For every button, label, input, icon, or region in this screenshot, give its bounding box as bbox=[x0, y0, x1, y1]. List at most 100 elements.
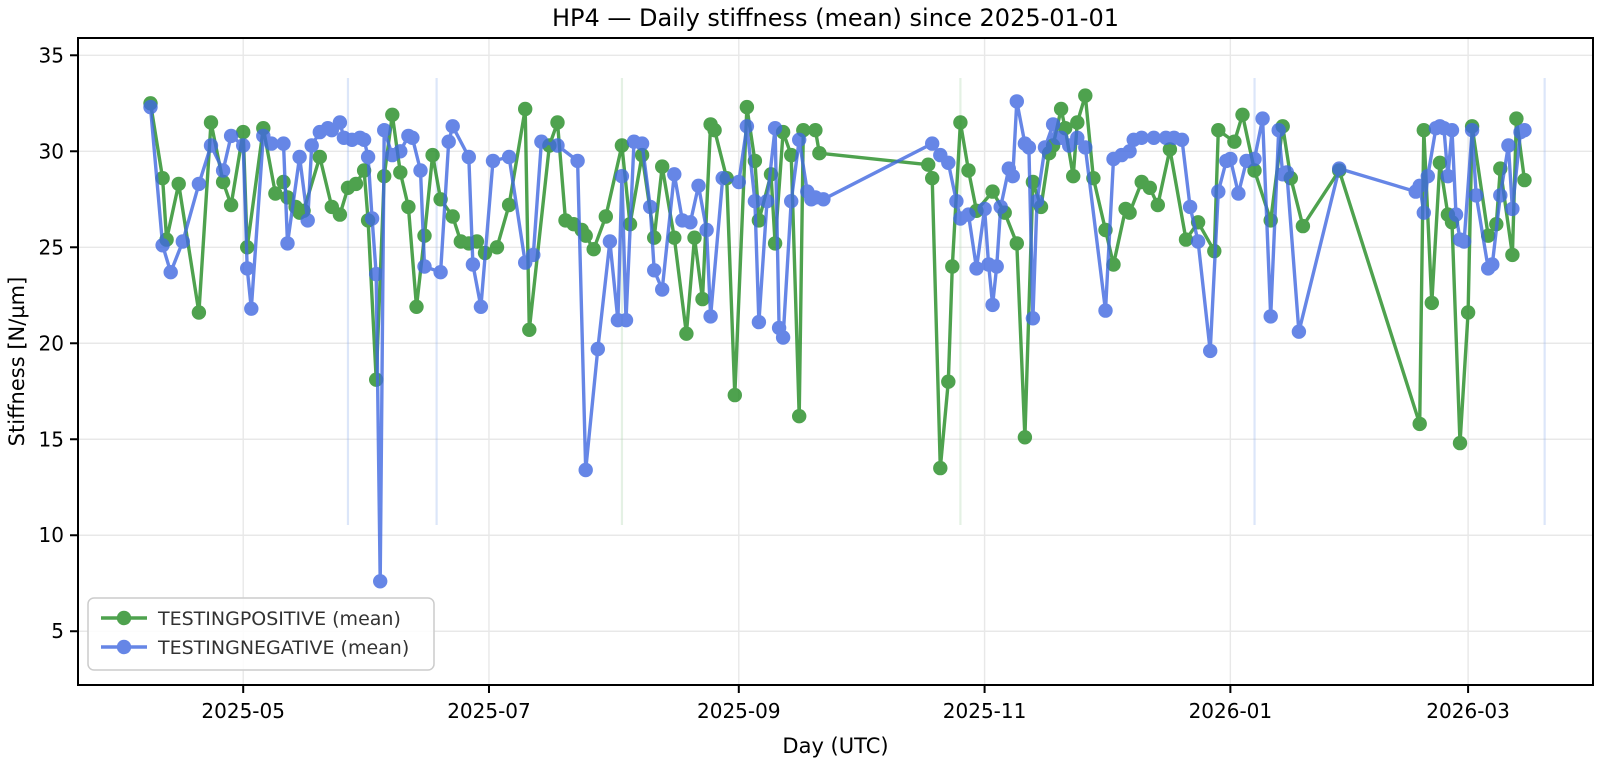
data-point bbox=[1122, 144, 1137, 159]
data-point bbox=[949, 194, 964, 209]
data-point bbox=[667, 230, 682, 245]
y-tick-label: 15 bbox=[39, 427, 64, 451]
data-point bbox=[687, 230, 702, 245]
data-point bbox=[163, 265, 178, 280]
data-point bbox=[445, 209, 460, 224]
data-point bbox=[1190, 234, 1206, 249]
data-point bbox=[1501, 138, 1516, 153]
data-point bbox=[373, 574, 388, 589]
data-point bbox=[747, 194, 763, 209]
data-point bbox=[941, 155, 956, 170]
data-point bbox=[244, 301, 259, 316]
plot-border bbox=[77, 37, 1594, 686]
legend-item: TESTINGNEGATIVE (mean) bbox=[101, 637, 409, 659]
data-point bbox=[485, 153, 501, 169]
data-point bbox=[534, 134, 549, 149]
data-point bbox=[356, 132, 372, 147]
data-point bbox=[1469, 188, 1484, 203]
data-point bbox=[292, 149, 307, 165]
x-tick-label: 2025-07 bbox=[447, 699, 531, 723]
data-point bbox=[727, 387, 742, 403]
y-tick-label: 20 bbox=[39, 331, 64, 355]
data-point bbox=[203, 138, 219, 153]
data-point bbox=[759, 194, 775, 209]
data-point bbox=[1078, 140, 1093, 155]
data-point bbox=[1025, 311, 1041, 326]
data-point bbox=[304, 138, 319, 153]
data-point bbox=[1456, 234, 1472, 249]
y-axis-label: Stiffness [N/µm] bbox=[5, 277, 29, 447]
data-point bbox=[1134, 130, 1149, 145]
data-point bbox=[961, 163, 976, 178]
data-point bbox=[268, 186, 283, 201]
data-point bbox=[634, 136, 650, 151]
data-point bbox=[223, 128, 239, 144]
data-point bbox=[921, 157, 936, 172]
data-point bbox=[489, 240, 505, 255]
x-tick-label: 2026-03 bbox=[1426, 699, 1510, 723]
data-point bbox=[1493, 188, 1508, 203]
data-point bbox=[191, 305, 207, 320]
data-point bbox=[1332, 161, 1347, 176]
legend-item: TESTINGPOSITIVE (mean) bbox=[101, 608, 401, 630]
data-point bbox=[364, 211, 380, 226]
data-point bbox=[300, 213, 315, 228]
data-point bbox=[1174, 132, 1190, 147]
data-point bbox=[1505, 201, 1520, 217]
data-point bbox=[433, 265, 448, 280]
data-point bbox=[679, 326, 694, 341]
legend-marker-icon bbox=[116, 610, 132, 626]
data-point bbox=[405, 130, 420, 145]
data-point bbox=[1432, 155, 1448, 170]
data-point bbox=[1271, 123, 1286, 138]
data-point bbox=[1424, 295, 1440, 311]
data-point bbox=[643, 199, 658, 215]
data-point bbox=[792, 132, 807, 147]
gridlines bbox=[78, 38, 1593, 685]
data-point bbox=[961, 207, 976, 222]
data-point bbox=[445, 119, 460, 134]
data-point bbox=[989, 259, 1004, 274]
data-point bbox=[590, 341, 605, 357]
data-point bbox=[667, 167, 682, 182]
data-point bbox=[1098, 303, 1113, 318]
data-point bbox=[775, 330, 791, 345]
data-point bbox=[1045, 117, 1061, 132]
data-point bbox=[473, 299, 489, 314]
data-point bbox=[1295, 218, 1311, 234]
y-tick-label: 25 bbox=[39, 235, 64, 259]
legend-label: TESTINGPOSITIVE (mean) bbox=[157, 608, 401, 630]
data-point bbox=[1009, 94, 1024, 109]
data-point bbox=[1066, 169, 1081, 184]
data-point bbox=[699, 222, 714, 238]
data-point bbox=[715, 171, 730, 186]
data-point bbox=[223, 197, 239, 213]
data-point bbox=[1255, 111, 1270, 126]
data-point bbox=[1029, 194, 1045, 209]
data-point bbox=[550, 115, 565, 130]
data-point bbox=[1150, 197, 1166, 213]
data-point bbox=[739, 99, 755, 115]
data-point bbox=[1227, 134, 1242, 149]
data-point bbox=[1517, 172, 1532, 188]
data-point bbox=[518, 101, 533, 117]
data-point bbox=[377, 123, 392, 138]
data-point bbox=[953, 115, 968, 130]
data-point bbox=[1017, 430, 1033, 445]
data-point bbox=[1412, 416, 1427, 432]
data-point bbox=[977, 201, 992, 217]
data-point bbox=[276, 136, 291, 151]
data-point bbox=[586, 242, 601, 257]
data-point bbox=[925, 136, 940, 151]
data-point bbox=[1416, 123, 1432, 138]
legend-marker-icon bbox=[116, 639, 132, 655]
data-point bbox=[1448, 207, 1464, 222]
y-tick-label: 35 bbox=[39, 43, 64, 67]
data-point bbox=[767, 121, 783, 136]
data-point bbox=[1263, 309, 1278, 324]
data-point bbox=[1444, 123, 1460, 138]
legend-label: TESTINGNEGATIVE (mean) bbox=[157, 637, 409, 659]
chart-title: HP4 — Daily stiffness (mean) since 2025-… bbox=[552, 4, 1119, 32]
data-point bbox=[784, 147, 799, 163]
data-point bbox=[578, 462, 593, 478]
